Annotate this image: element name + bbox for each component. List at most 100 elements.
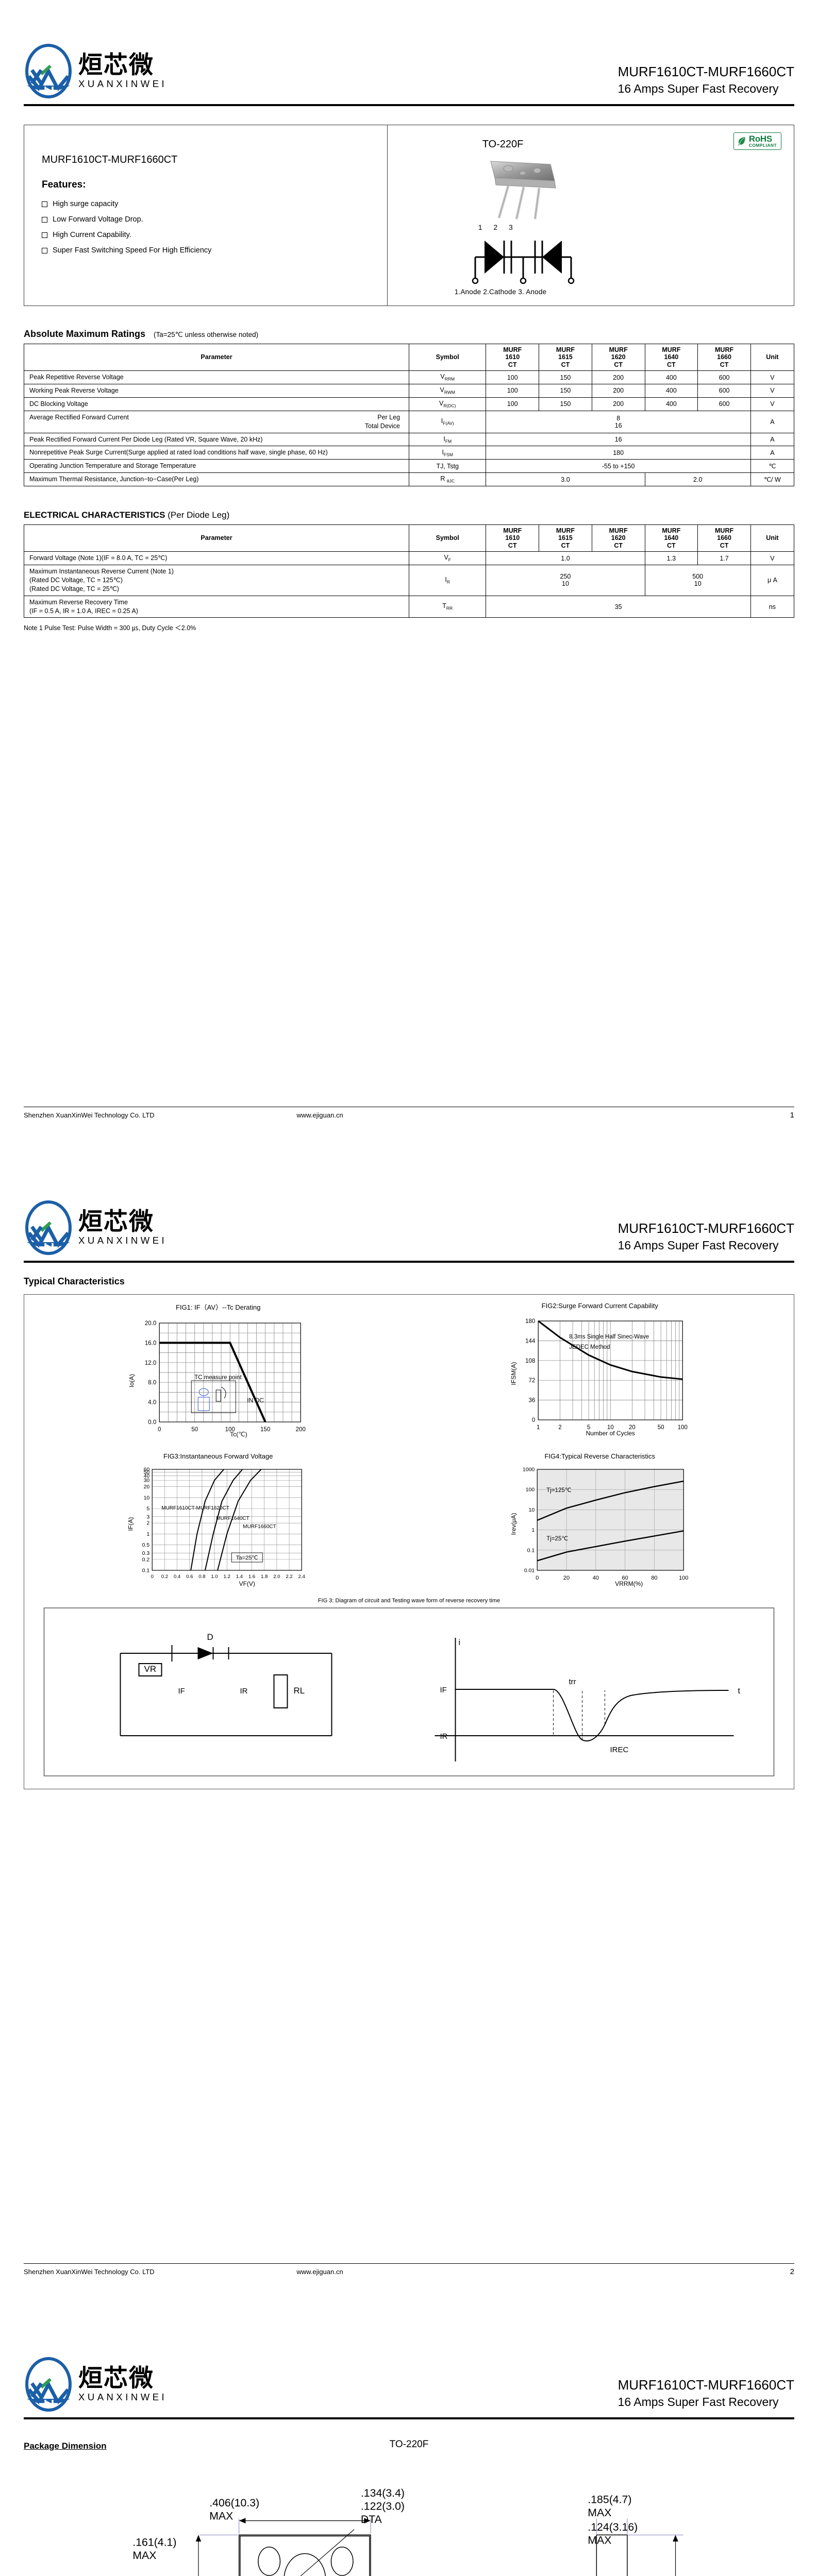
col-parameter: Parameter	[23, 524, 410, 552]
footer-company: Shenzhen XuanXinWei Technology Co. LTD	[24, 2268, 155, 2276]
row-unit: ℃	[750, 459, 795, 473]
header-divider	[24, 1261, 794, 1263]
company-name-en: XUANXINWEI	[78, 2391, 168, 2402]
table-row: Maximum Thermal Resistance, Junction−to−…	[23, 472, 795, 486]
svg-text:40: 40	[144, 1473, 150, 1479]
svg-text:60: 60	[144, 1467, 150, 1473]
col-unit: Unit	[750, 524, 795, 552]
list-item: High Current Capability.	[42, 231, 387, 239]
col-device-1640: MURF 1640 CT	[644, 524, 698, 552]
xuanxinwei-logo-icon	[25, 44, 72, 98]
svg-text:1000: 1000	[522, 1467, 535, 1473]
rohs-compliant-label: COMPLIANT	[748, 143, 777, 148]
row-unit: A	[750, 446, 795, 460]
table-row: DC Blocking Voltage VR(DC) 100 150 200 4…	[23, 397, 795, 411]
svg-text:108: 108	[525, 1358, 535, 1364]
part-subtitle: 16 Amps Super Fast Recovery	[617, 2395, 779, 2409]
svg-text:20: 20	[628, 1425, 635, 1431]
chart-fig3-annotation-2: MURF1640CT	[216, 1516, 249, 1521]
row-value: 600	[697, 384, 751, 398]
abs-max-section-title: Absolute Maximum Ratings (Ta=25℃ unless …	[24, 329, 794, 340]
svg-text:1: 1	[531, 1527, 535, 1533]
table-row: Peak Rectified Forward Current Per Diode…	[23, 432, 795, 447]
svg-text:0.1: 0.1	[527, 1547, 535, 1553]
svg-text:0.5: 0.5	[142, 1542, 150, 1548]
row-param: Working Peak Reverse Voltage	[23, 384, 410, 398]
row-value-span: 35	[486, 595, 751, 618]
chart-row-1: FIG1: IF（AV）--Tc Derating Io(A) 0.0 4.0 8.…	[30, 1302, 788, 1445]
page-3: 烜芯微 XUANXINWEI MURF1610CT-MURF1660CT 16 …	[0, 2313, 818, 2576]
row-symbol: R θJC	[409, 472, 487, 486]
row-param: DC Blocking Voltage	[23, 397, 410, 411]
elec-title-suffix: (Per Diode Leg)	[165, 510, 230, 520]
list-item: Super Fast Switching Speed For High Effi…	[42, 246, 387, 255]
svg-text:0.8: 0.8	[198, 1574, 205, 1580]
table-row: Nonrepetitive Peak Surge Current(Surge a…	[23, 446, 795, 460]
row-unit: ℃/ W	[750, 472, 795, 486]
row-value-span: 16	[486, 432, 751, 447]
list-item: High surge capacity	[42, 200, 387, 208]
fig3-circuit-caption: FIG 3: Diagram of circuit and Testing wa…	[318, 1598, 500, 1604]
dim-label-d5: .124(3.16) MAX	[588, 2521, 638, 2547]
row-param: Average Rectified Forward Current Per Leg…	[23, 410, 410, 433]
col-device-1615: MURF 1615 CT	[539, 524, 592, 552]
leaf-icon	[738, 137, 745, 146]
rohs-label: RoHS	[748, 134, 772, 144]
table-row: Operating Junction Temperature and Stora…	[23, 459, 795, 473]
company-name-en: XUANXINWEI	[78, 1234, 168, 1246]
svg-text:10: 10	[607, 1425, 613, 1431]
package-panel: TO-220F RoHS COMPLIANT	[388, 125, 794, 306]
chart-fig2: FIG2:Surge Forward Current Capability IF…	[412, 1302, 788, 1445]
chart-fig1: FIG1: IF（AV）--Tc Derating Io(A) 0.0 4.0 8.…	[30, 1302, 406, 1445]
svg-text:36: 36	[528, 1398, 535, 1404]
col-device-1610: MURF 1610 CT	[486, 524, 540, 552]
chart-fig2-plot: IFSM(A) 0 36 72 108 144 180 1 2 5 10 20 50 100 8.3m…	[510, 1318, 688, 1437]
row-value-left: 3.0	[486, 472, 645, 486]
chart-fig1-title: FIG1: IF（AV）--Tc Derating	[176, 1303, 261, 1311]
chart-fig2-xlabel: Number of Cycles	[586, 1430, 635, 1437]
abs-max-title-note: (Ta=25℃ unless otherwise noted)	[154, 331, 259, 338]
footer-website[interactable]: www.ejiguan.cn	[296, 1111, 343, 1119]
row-unit: V	[750, 397, 795, 411]
svg-text:1: 1	[537, 1425, 540, 1431]
waveform-label-t: t	[738, 1687, 741, 1696]
col-device-1610: MURF 1610 CT	[486, 343, 540, 371]
col-device-1620: MURF 1620 CT	[591, 524, 645, 552]
typical-characteristics-text: Typical Characteristics	[24, 1276, 125, 1286]
absolute-maximum-ratings-table: Parameter Symbol MURF 1610 CT MURF 1615 CT M…	[23, 343, 795, 486]
row-value: 200	[591, 397, 645, 411]
svg-text:100: 100	[225, 1427, 235, 1433]
typical-characteristics-title: Typical Characteristics	[24, 1276, 794, 1287]
chart-fig4-xlabel: VRRM(%)	[615, 1580, 643, 1587]
svg-text:1.6: 1.6	[248, 1574, 255, 1580]
svg-text:1.2: 1.2	[224, 1574, 230, 1580]
row-unit: ns	[750, 595, 795, 618]
row-param: Nonrepetitive Peak Surge Current(Surge a…	[23, 446, 410, 460]
product-part-title: MURF1610CT-MURF1660CT	[42, 154, 178, 165]
part-subtitle: 16 Amps Super Fast Recovery	[617, 1238, 779, 1252]
waveform-label-if: IF	[440, 1686, 447, 1694]
row-param: Peak Rectified Forward Current Per Diode…	[23, 432, 410, 447]
feature-text: Super Fast Switching Speed For High Effi…	[53, 246, 212, 255]
svg-text:100: 100	[525, 1487, 535, 1493]
col-device-1620: MURF 1620 CT	[591, 343, 645, 371]
footer-website[interactable]: www.ejiguan.cn	[296, 2268, 343, 2276]
row-value-span: 1.0	[486, 551, 645, 565]
package-dimension-package-name: TO-220F	[389, 2439, 429, 2450]
chart-fig3-title: FIG3:Instantaneous Forward Voltage	[163, 1452, 273, 1460]
row-symbol: TRR	[409, 595, 487, 618]
package-dimension-title: Package Dimension	[24, 2441, 107, 2451]
chart-fig4-ylabel: Irev(μA)	[510, 1513, 517, 1535]
charts-container: FIG1: IF（AV）--Tc Derating Io(A) 0.0 4.0 8.…	[24, 1294, 794, 1789]
svg-text:1.4: 1.4	[236, 1574, 243, 1580]
svg-text:0: 0	[151, 1574, 154, 1580]
page-2: 烜芯微 XUANXINWEI MURF1610CT-MURF1660CT 16 …	[0, 1157, 818, 2313]
svg-text:1.8: 1.8	[261, 1574, 268, 1580]
table-row: Peak Repetitive Reverse Voltage VRRM 100…	[23, 370, 795, 384]
svg-text:1: 1	[146, 1531, 149, 1537]
checkbox-icon	[42, 248, 47, 253]
chart-fig1-xlabel: Tc(℃)	[230, 1431, 247, 1438]
svg-text:100: 100	[677, 1425, 687, 1431]
page-footer: Shenzhen XuanXinWei Technology Co. LTD w…	[24, 2263, 794, 2276]
